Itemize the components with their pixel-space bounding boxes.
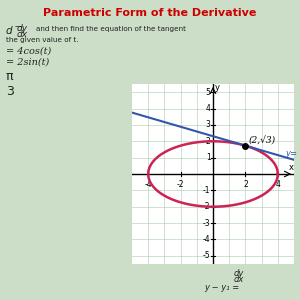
Text: dx: dx (234, 275, 244, 284)
Text: 3: 3 (206, 120, 211, 129)
Text: = 4cos(t): = 4cos(t) (6, 46, 51, 56)
Text: 2: 2 (243, 180, 248, 189)
Text: -4: -4 (203, 235, 211, 244)
Text: the given value of t.: the given value of t. (6, 37, 79, 43)
Text: -3: -3 (203, 219, 211, 228)
Text: —: — (15, 22, 22, 32)
Text: y: y (214, 83, 220, 92)
Text: 3: 3 (6, 85, 14, 98)
Text: 2: 2 (206, 137, 211, 146)
Text: y=: y= (286, 149, 298, 158)
Text: π: π (6, 70, 14, 83)
Text: -1: -1 (203, 186, 211, 195)
Text: -2: -2 (177, 180, 184, 189)
Text: -2: -2 (203, 202, 211, 211)
Text: 4: 4 (275, 180, 280, 189)
Text: dx: dx (16, 30, 28, 39)
Text: d: d (6, 26, 13, 35)
Text: = 2sin(t): = 2sin(t) (6, 58, 49, 67)
Text: 4: 4 (206, 104, 211, 113)
Text: -4: -4 (144, 180, 152, 189)
Text: dy: dy (16, 24, 28, 33)
Text: 5: 5 (206, 88, 211, 97)
Text: y − y₁ =: y − y₁ = (204, 284, 239, 292)
Text: and then find the equation of the tangent: and then find the equation of the tangen… (36, 26, 186, 32)
Text: dy: dy (234, 268, 244, 278)
Text: (2,√3): (2,√3) (249, 136, 276, 145)
Text: x: x (289, 163, 294, 172)
Text: Parametric Form of the Derivative: Parametric Form of the Derivative (43, 8, 257, 17)
Text: 1: 1 (206, 153, 211, 162)
Text: -5: -5 (203, 251, 211, 260)
